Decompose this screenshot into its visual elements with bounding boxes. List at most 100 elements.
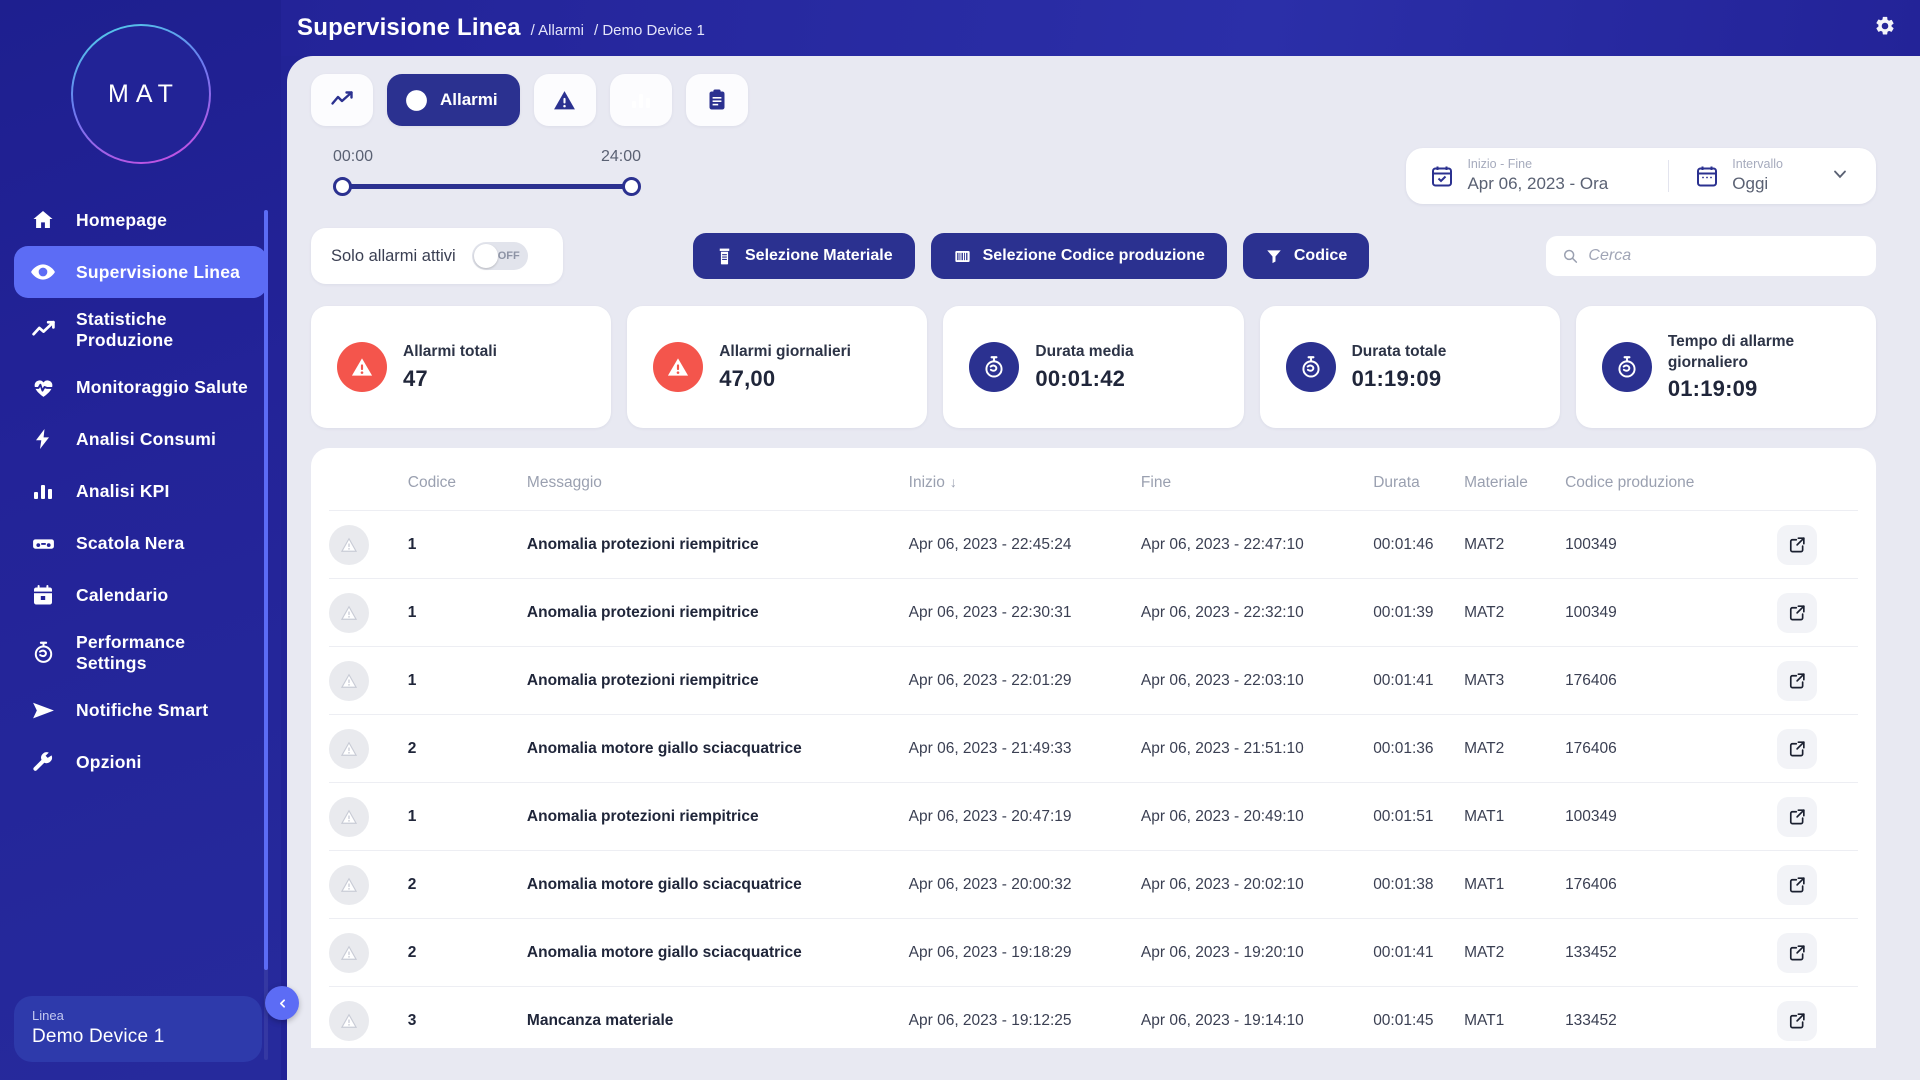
row-status-cell [329,646,408,715]
row-action-cell [1777,510,1858,579]
sidebar-item-analisi-kpi[interactable]: Analisi KPI [14,465,267,517]
sidebar: MAT Homepage Supervisione Linea Statistich… [0,0,281,1080]
sidebar-scrollbar-thumb[interactable] [264,210,268,970]
column-header-blank [329,448,408,511]
kpi-card-durata-totale: Durata totale 01:19:09 [1259,306,1560,428]
column-header-messaggio[interactable]: Messaggio [527,448,909,511]
warning-triangle-icon [552,88,578,113]
open-external-icon[interactable] [1777,1000,1818,1041]
sidebar-item-analisi-consumi[interactable]: Analisi Consumi [14,413,267,465]
column-header-durata[interactable]: Durata [1373,448,1464,511]
open-external-icon[interactable] [1777,660,1818,701]
sidebar-item-homepage[interactable]: Homepage [14,194,267,246]
open-external-icon[interactable] [1777,796,1818,837]
table-row[interactable]: 1 Anomalia protezioni riempitrice Apr 06, … [329,510,1858,579]
cell-materiale: MAT2 [1464,510,1566,579]
column-header-codice-produzione[interactable]: Codice produzione [1565,448,1777,511]
open-external-icon[interactable] [1777,592,1818,633]
select-material-button[interactable]: Selezione Materiale [693,233,915,279]
warning-triangle-icon [329,932,369,973]
table-row[interactable]: 2 Anomalia motore giallo sciacquatrice Apr… [329,850,1858,919]
interval-chevron[interactable] [1830,164,1850,189]
table-row[interactable]: 3 Mancanza materiale Apr 06, 2023 - 19:12:… [329,986,1858,1048]
kpi-label: Durata media [1035,343,1134,361]
open-external-icon[interactable] [1777,932,1818,973]
table-row[interactable]: 2 Anomalia motore giallo sciacquatrice Apr… [329,714,1858,783]
cell-codice: 1 [407,782,527,851]
breadcrumb-item-1[interactable]: / Allarmi [530,22,585,39]
sidebar-item-label: Homepage [76,209,168,230]
cell-fine: Apr 06, 2023 - 22:03:10 [1140,646,1374,715]
sidebar-item-monitoraggio-salute[interactable]: Monitoraggio Salute [14,361,267,413]
table-row[interactable]: 1 Anomalia protezioni riempitrice Apr 06, … [329,646,1858,715]
cell-codice: 1 [407,646,527,715]
breadcrumb-item-2[interactable]: / Demo Device 1 [594,22,705,39]
time-range-slider[interactable]: 00:00 24:00 [311,148,641,196]
bar-chart-icon [628,88,654,112]
slider-handle-end[interactable] [622,177,641,196]
settings-button[interactable] [1874,15,1896,42]
sidebar-item-notifiche-smart[interactable]: Notifiche Smart [14,685,267,737]
sidebar-item-statistiche-produzione[interactable]: Statistiche Produzione [14,298,267,361]
table-row[interactable]: 1 Anomalia protezioni riempitrice Apr 06, … [329,578,1858,647]
sort-arrow-icon: ↓ [949,474,957,490]
barcode-icon [955,250,970,262]
tab-warning-triangle[interactable] [533,74,596,126]
column-header-fine[interactable]: Fine [1141,448,1373,511]
cell-durata: 00:01:41 [1373,646,1465,715]
search-input[interactable] [1588,247,1860,265]
slider-rail[interactable] [341,184,633,189]
row-action-cell [1777,986,1858,1048]
active-alarms-toggle[interactable]: OFF [471,242,528,270]
search-box[interactable] [1546,236,1876,276]
slider-handle-start[interactable] [333,177,352,196]
tab-label: Allarmi [440,90,498,109]
date-range-selector[interactable]: Inizio - Fine Apr 06, 2023 - Ora [1406,148,1668,204]
tab-clipboard[interactable] [685,74,748,126]
send-icon [30,698,56,723]
sidebar-item-supervisione-linea[interactable]: Supervisione Linea [14,246,267,298]
row-status-cell [329,510,408,579]
sidebar-collapse-button[interactable] [265,986,299,1020]
sidebar-item-calendario[interactable]: Calendario [14,569,267,621]
filter-buttons: Selezione Materiale Selezione Codice pro… [693,233,1370,279]
cell-codice: 2 [407,918,527,987]
open-external-icon[interactable] [1777,864,1818,905]
home-icon [30,208,56,232]
column-header-materiale[interactable]: Materiale [1464,448,1565,511]
column-header-label: Codice produzione [1565,474,1695,491]
trend-line-icon [329,88,355,112]
row-action-cell [1777,782,1858,851]
cell-durata: 00:01:36 [1373,714,1465,783]
table-row[interactable]: 2 Anomalia motore giallo sciacquatrice Apr… [329,918,1858,987]
tab-bar-chart[interactable] [609,74,672,126]
device-card[interactable]: Linea Demo Device 1 [14,996,262,1062]
sidebar-scrollbar[interactable] [264,210,268,1060]
table-row[interactable]: 1 Anomalia protezioni riempitrice Apr 06, … [329,782,1858,851]
cell-codice-produzione: 133452 [1565,918,1778,987]
cell-inizio: Apr 06, 2023 - 20:00:32 [908,850,1141,919]
column-header-label: Codice [407,474,457,491]
sidebar-item-scatola-nera[interactable]: Scatola Nera [14,517,267,569]
row-status-cell [329,578,408,647]
cell-fine: Apr 06, 2023 - 19:20:10 [1140,918,1374,987]
tab-trend-line[interactable] [311,74,373,126]
open-external-icon[interactable] [1777,728,1818,769]
cell-durata: 00:01:41 [1373,918,1465,987]
cell-inizio: Apr 06, 2023 - 21:49:33 [908,714,1141,783]
alarms-table-card: Codice Messaggio Inizio ↓ Fine Durata Material… [311,448,1876,1048]
sidebar-item-opzioni[interactable]: Opzioni [14,737,267,789]
column-header-inizio[interactable]: Inizio ↓ [909,448,1141,511]
kpi-label: Tempo di allarme giornaliero [1667,333,1795,371]
sidebar-item-label: Monitoraggio Salute [76,376,248,397]
toggle-knob [473,244,498,268]
cell-codice: 2 [407,714,527,783]
select-production-code-button[interactable]: Selezione Codice produzione [930,233,1227,279]
column-header-codice[interactable]: Codice [408,448,527,511]
code-filter-button[interactable]: Codice [1242,233,1370,279]
sidebar-item-performance-settings[interactable]: Performance Settings [14,621,267,684]
row-status-cell [329,782,408,851]
tab-allarmi[interactable]: Allarmi [387,74,520,126]
interval-selector[interactable]: Intervallo Oggi [1669,148,1876,204]
open-external-icon[interactable] [1777,524,1818,565]
